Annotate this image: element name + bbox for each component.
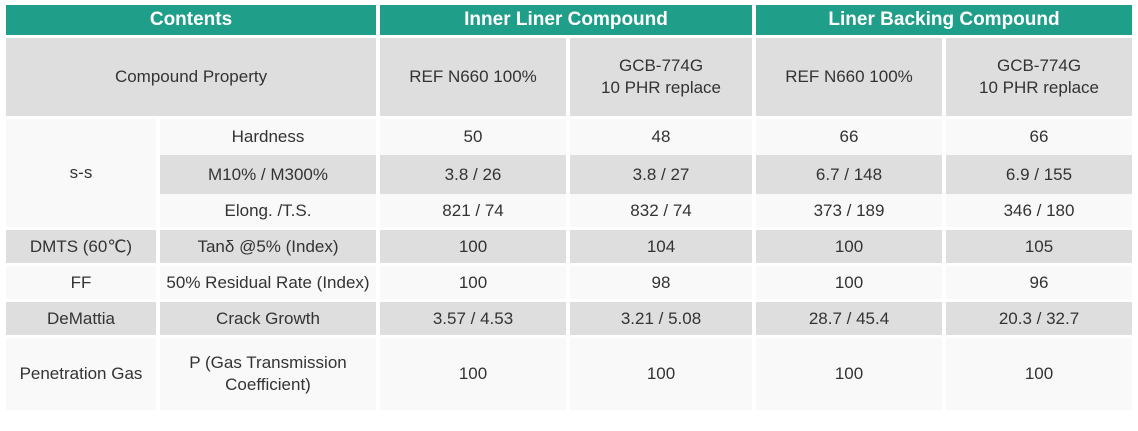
value-cell: 3.8 / 27 — [570, 155, 757, 194]
value-cell: 6.7 / 148 — [756, 155, 947, 194]
table-row: FF 50% Residual Rate (Index) 100 98 100 … — [6, 266, 1133, 302]
value-cell: 100 — [380, 266, 571, 302]
header-inner-liner: Inner Liner Compound — [380, 5, 757, 38]
value-cell: 50 — [380, 119, 571, 155]
value-cell: 48 — [570, 119, 757, 155]
value-cell: 20.3 / 32.7 — [946, 302, 1133, 338]
property-cell: 50% Residual Rate (Index) — [160, 266, 381, 302]
value-cell: 104 — [570, 230, 757, 266]
value-cell: 832 / 74 — [570, 194, 757, 230]
property-cell: M10% / M300% — [160, 155, 381, 194]
group-label-demattia: DeMattia — [6, 302, 160, 338]
subheader-inner-gcb: GCB-774G 10 PHR replace — [570, 38, 757, 119]
value-cell: 28.7 / 45.4 — [756, 302, 947, 338]
header-liner-backing: Liner Backing Compound — [756, 5, 1133, 38]
value-cell: 3.8 / 26 — [380, 155, 571, 194]
property-line1: P (Gas Transmission — [189, 353, 347, 372]
property-cell: Tanδ @5% (Index) — [160, 230, 381, 266]
subheader-back-ref: REF N660 100% — [756, 38, 947, 119]
table-row: DMTS (60℃) Tanδ @5% (Index) 100 104 100 … — [6, 230, 1133, 266]
value-cell: 96 — [946, 266, 1133, 302]
table-row: DeMattia Crack Growth 3.57 / 4.53 3.21 /… — [6, 302, 1133, 338]
table-row: M10% / M300% 3.8 / 26 3.8 / 27 6.7 / 148… — [6, 155, 1133, 194]
value-cell: 100 — [380, 230, 571, 266]
group-label-ss: s-s — [6, 119, 160, 230]
value-cell: 6.9 / 155 — [946, 155, 1133, 194]
property-line2: Coefficient) — [225, 375, 311, 394]
value-cell: 100 — [756, 338, 947, 410]
value-cell: 100 — [570, 338, 757, 410]
property-cell: Elong. /T.S. — [160, 194, 381, 230]
group-label-dmts: DMTS (60℃) — [6, 230, 160, 266]
property-cell: Hardness — [160, 119, 381, 155]
value-cell: 66 — [756, 119, 947, 155]
table-row: s-s Hardness 50 48 66 66 — [6, 119, 1133, 230]
value-cell: 346 / 180 — [946, 194, 1133, 230]
property-cell: Crack Growth — [160, 302, 381, 338]
header-contents: Contents — [6, 5, 381, 38]
value-cell: 100 — [946, 338, 1133, 410]
value-cell: 66 — [946, 119, 1133, 155]
subheader-row: Compound Property REF N660 100% GCB-774G… — [6, 38, 1133, 119]
value-cell: 821 / 74 — [380, 194, 571, 230]
value-cell: 3.21 / 5.08 — [570, 302, 757, 338]
value-cell: 105 — [946, 230, 1133, 266]
value-cell: 3.57 / 4.53 — [380, 302, 571, 338]
value-cell: 100 — [756, 230, 947, 266]
subheader-back-gcb-line2: 10 PHR replace — [979, 78, 1100, 97]
property-cell: P (Gas Transmission Coefficient) — [160, 338, 381, 410]
compound-comparison-table: Contents Inner Liner Compound Liner Back… — [6, 5, 1133, 410]
header-row: Contents Inner Liner Compound Liner Back… — [6, 5, 1133, 38]
subheader-inner-gcb-line1: GCB-774G — [618, 56, 704, 75]
table-row: Elong. /T.S. 821 / 74 832 / 74 373 / 189… — [6, 194, 1133, 230]
value-cell: 100 — [756, 266, 947, 302]
subheader-inner-gcb-line2: 10 PHR replace — [601, 78, 722, 97]
table-row: Penetration Gas P (Gas Transmission Coef… — [6, 338, 1133, 410]
subheader-compound-property: Compound Property — [6, 38, 381, 119]
subheader-back-gcb: GCB-774G 10 PHR replace — [946, 38, 1133, 119]
subheader-back-gcb-line1: GCB-774G — [996, 56, 1082, 75]
value-cell: 98 — [570, 266, 757, 302]
group-label-ff: FF — [6, 266, 160, 302]
value-cell: 100 — [380, 338, 571, 410]
group-label-penetration-gas: Penetration Gas — [6, 338, 160, 410]
subheader-inner-ref: REF N660 100% — [380, 38, 571, 119]
value-cell: 373 / 189 — [756, 194, 947, 230]
